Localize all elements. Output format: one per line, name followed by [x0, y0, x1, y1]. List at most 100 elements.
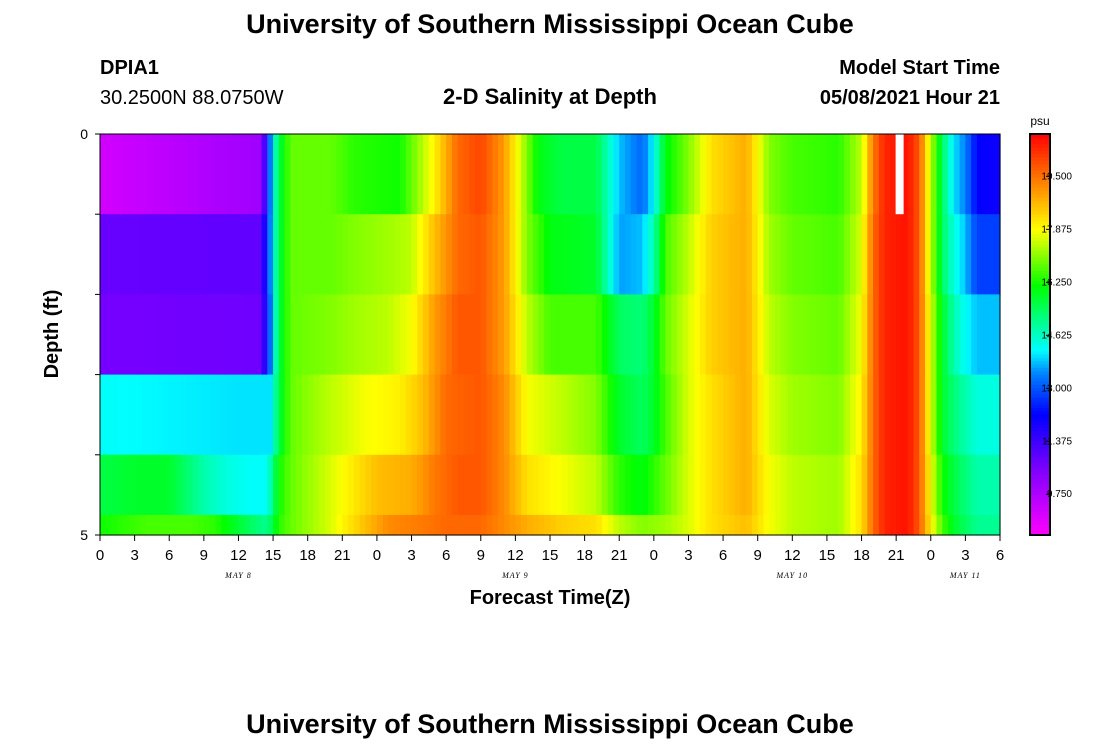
heatmap-cell	[792, 294, 799, 376]
heatmap-cell	[463, 514, 470, 536]
heatmap-cell	[688, 294, 695, 376]
x-tick-label: 3	[684, 547, 692, 564]
heatmap-cell	[273, 374, 280, 456]
x-tick-label: 6	[719, 547, 727, 564]
heatmap-cell	[971, 454, 978, 516]
colorbar-tick-label: 17.875	[1041, 224, 1072, 235]
heatmap-cell	[134, 294, 141, 376]
heatmap-cell	[128, 214, 136, 295]
heatmap-cell	[723, 214, 730, 295]
colorbar-segment	[1030, 327, 1050, 332]
heatmap-cell	[140, 514, 147, 536]
heatmap-cell	[180, 454, 188, 516]
heatmap-cell	[942, 514, 949, 536]
heatmap-cell	[440, 454, 447, 516]
heatmap-cell	[936, 134, 943, 215]
heatmap-cell	[400, 294, 407, 376]
x-tick-label: 21	[611, 547, 628, 564]
heatmap-cell	[717, 294, 724, 376]
heatmap-cell	[584, 514, 591, 536]
heatmap-cell	[480, 374, 488, 456]
heatmap-cell	[169, 214, 176, 295]
heatmap-cell	[751, 514, 759, 536]
y-tick-label: 5	[80, 527, 88, 543]
heatmap-cell	[625, 454, 632, 516]
heatmap-cell	[492, 454, 499, 516]
colorbar-segment	[1030, 488, 1050, 493]
heatmap-cell	[688, 454, 695, 516]
heatmap-cell	[498, 294, 505, 376]
heatmap-cell	[601, 294, 609, 376]
colorbar-segment	[1030, 157, 1050, 162]
heatmap-cell	[521, 514, 528, 536]
heatmap-cell	[809, 454, 816, 516]
colorbar-tick-label: 14.625	[1041, 330, 1072, 341]
heatmap-cell	[296, 514, 303, 536]
heatmap-cell	[544, 294, 551, 376]
colorbar-segment	[1030, 494, 1050, 499]
heatmap-cell	[711, 294, 718, 376]
colorbar-segment	[1030, 250, 1050, 255]
heatmap-cell	[232, 294, 240, 376]
heatmap-cell	[550, 514, 557, 536]
heatmap-cell	[700, 374, 707, 456]
heatmap-cell	[123, 294, 130, 376]
heatmap-cell	[417, 514, 424, 536]
heatmap-cell	[348, 514, 355, 536]
heatmap-cell	[342, 454, 349, 516]
heatmap-cell	[261, 294, 268, 376]
colorbar-segment	[1030, 381, 1050, 386]
heatmap-cell	[665, 374, 672, 456]
heatmap-cell	[734, 214, 741, 295]
heatmap-cell	[723, 514, 730, 536]
heatmap-cell	[215, 134, 222, 215]
colorbar-segment	[1030, 150, 1050, 155]
heatmap-cell	[325, 214, 332, 295]
heatmap-cell	[250, 454, 257, 516]
heatmap-cell	[157, 374, 165, 456]
heatmap-cell	[867, 214, 874, 295]
heatmap-cell	[423, 454, 430, 516]
heatmap-cell	[711, 214, 718, 295]
heatmap-cell	[988, 294, 995, 376]
colorbar-segment	[1030, 180, 1050, 185]
heatmap-cell	[596, 294, 603, 376]
colorbar-segment	[1030, 220, 1050, 225]
heatmap-cell	[128, 454, 136, 516]
heatmap-cell	[163, 134, 170, 215]
heatmap-cell	[151, 214, 159, 295]
heatmap-cell	[780, 374, 788, 456]
heatmap-cell	[463, 454, 470, 516]
heatmap-cell	[601, 514, 609, 536]
heatmap-cell	[515, 374, 522, 456]
heatmap-cell	[336, 134, 343, 215]
heatmap-cell	[411, 214, 418, 295]
heatmap-cell	[261, 514, 268, 536]
heatmap-cell	[607, 454, 615, 516]
heatmap-cell	[844, 214, 851, 295]
heatmap-cell	[878, 134, 886, 215]
heatmap-cell	[619, 214, 626, 295]
heatmap-cell	[451, 294, 459, 376]
colorbar-segment	[1030, 234, 1050, 239]
heatmap-cell	[532, 214, 540, 295]
heatmap-cell	[353, 374, 361, 456]
heatmap-cell	[884, 134, 891, 215]
chart-subtitle: 2-D Salinity at Depth	[443, 84, 657, 109]
heatmap-cell	[717, 454, 724, 516]
heatmap-cell	[411, 454, 418, 516]
heatmap-cell	[601, 454, 609, 516]
heatmap-cell	[475, 214, 482, 295]
heatmap-cell	[451, 214, 459, 295]
heatmap-cell	[434, 454, 441, 516]
heatmap-cell	[348, 454, 355, 516]
heatmap-cell	[775, 294, 782, 376]
colorbar-segment	[1030, 204, 1050, 209]
heatmap-cell	[607, 294, 615, 376]
heatmap-cell	[821, 514, 828, 536]
heatmap-cell	[740, 374, 747, 456]
heatmap-cell	[273, 514, 280, 536]
heatmap-cell	[232, 374, 240, 456]
heatmap-cell	[798, 134, 805, 215]
colorbar-segment	[1030, 481, 1050, 486]
